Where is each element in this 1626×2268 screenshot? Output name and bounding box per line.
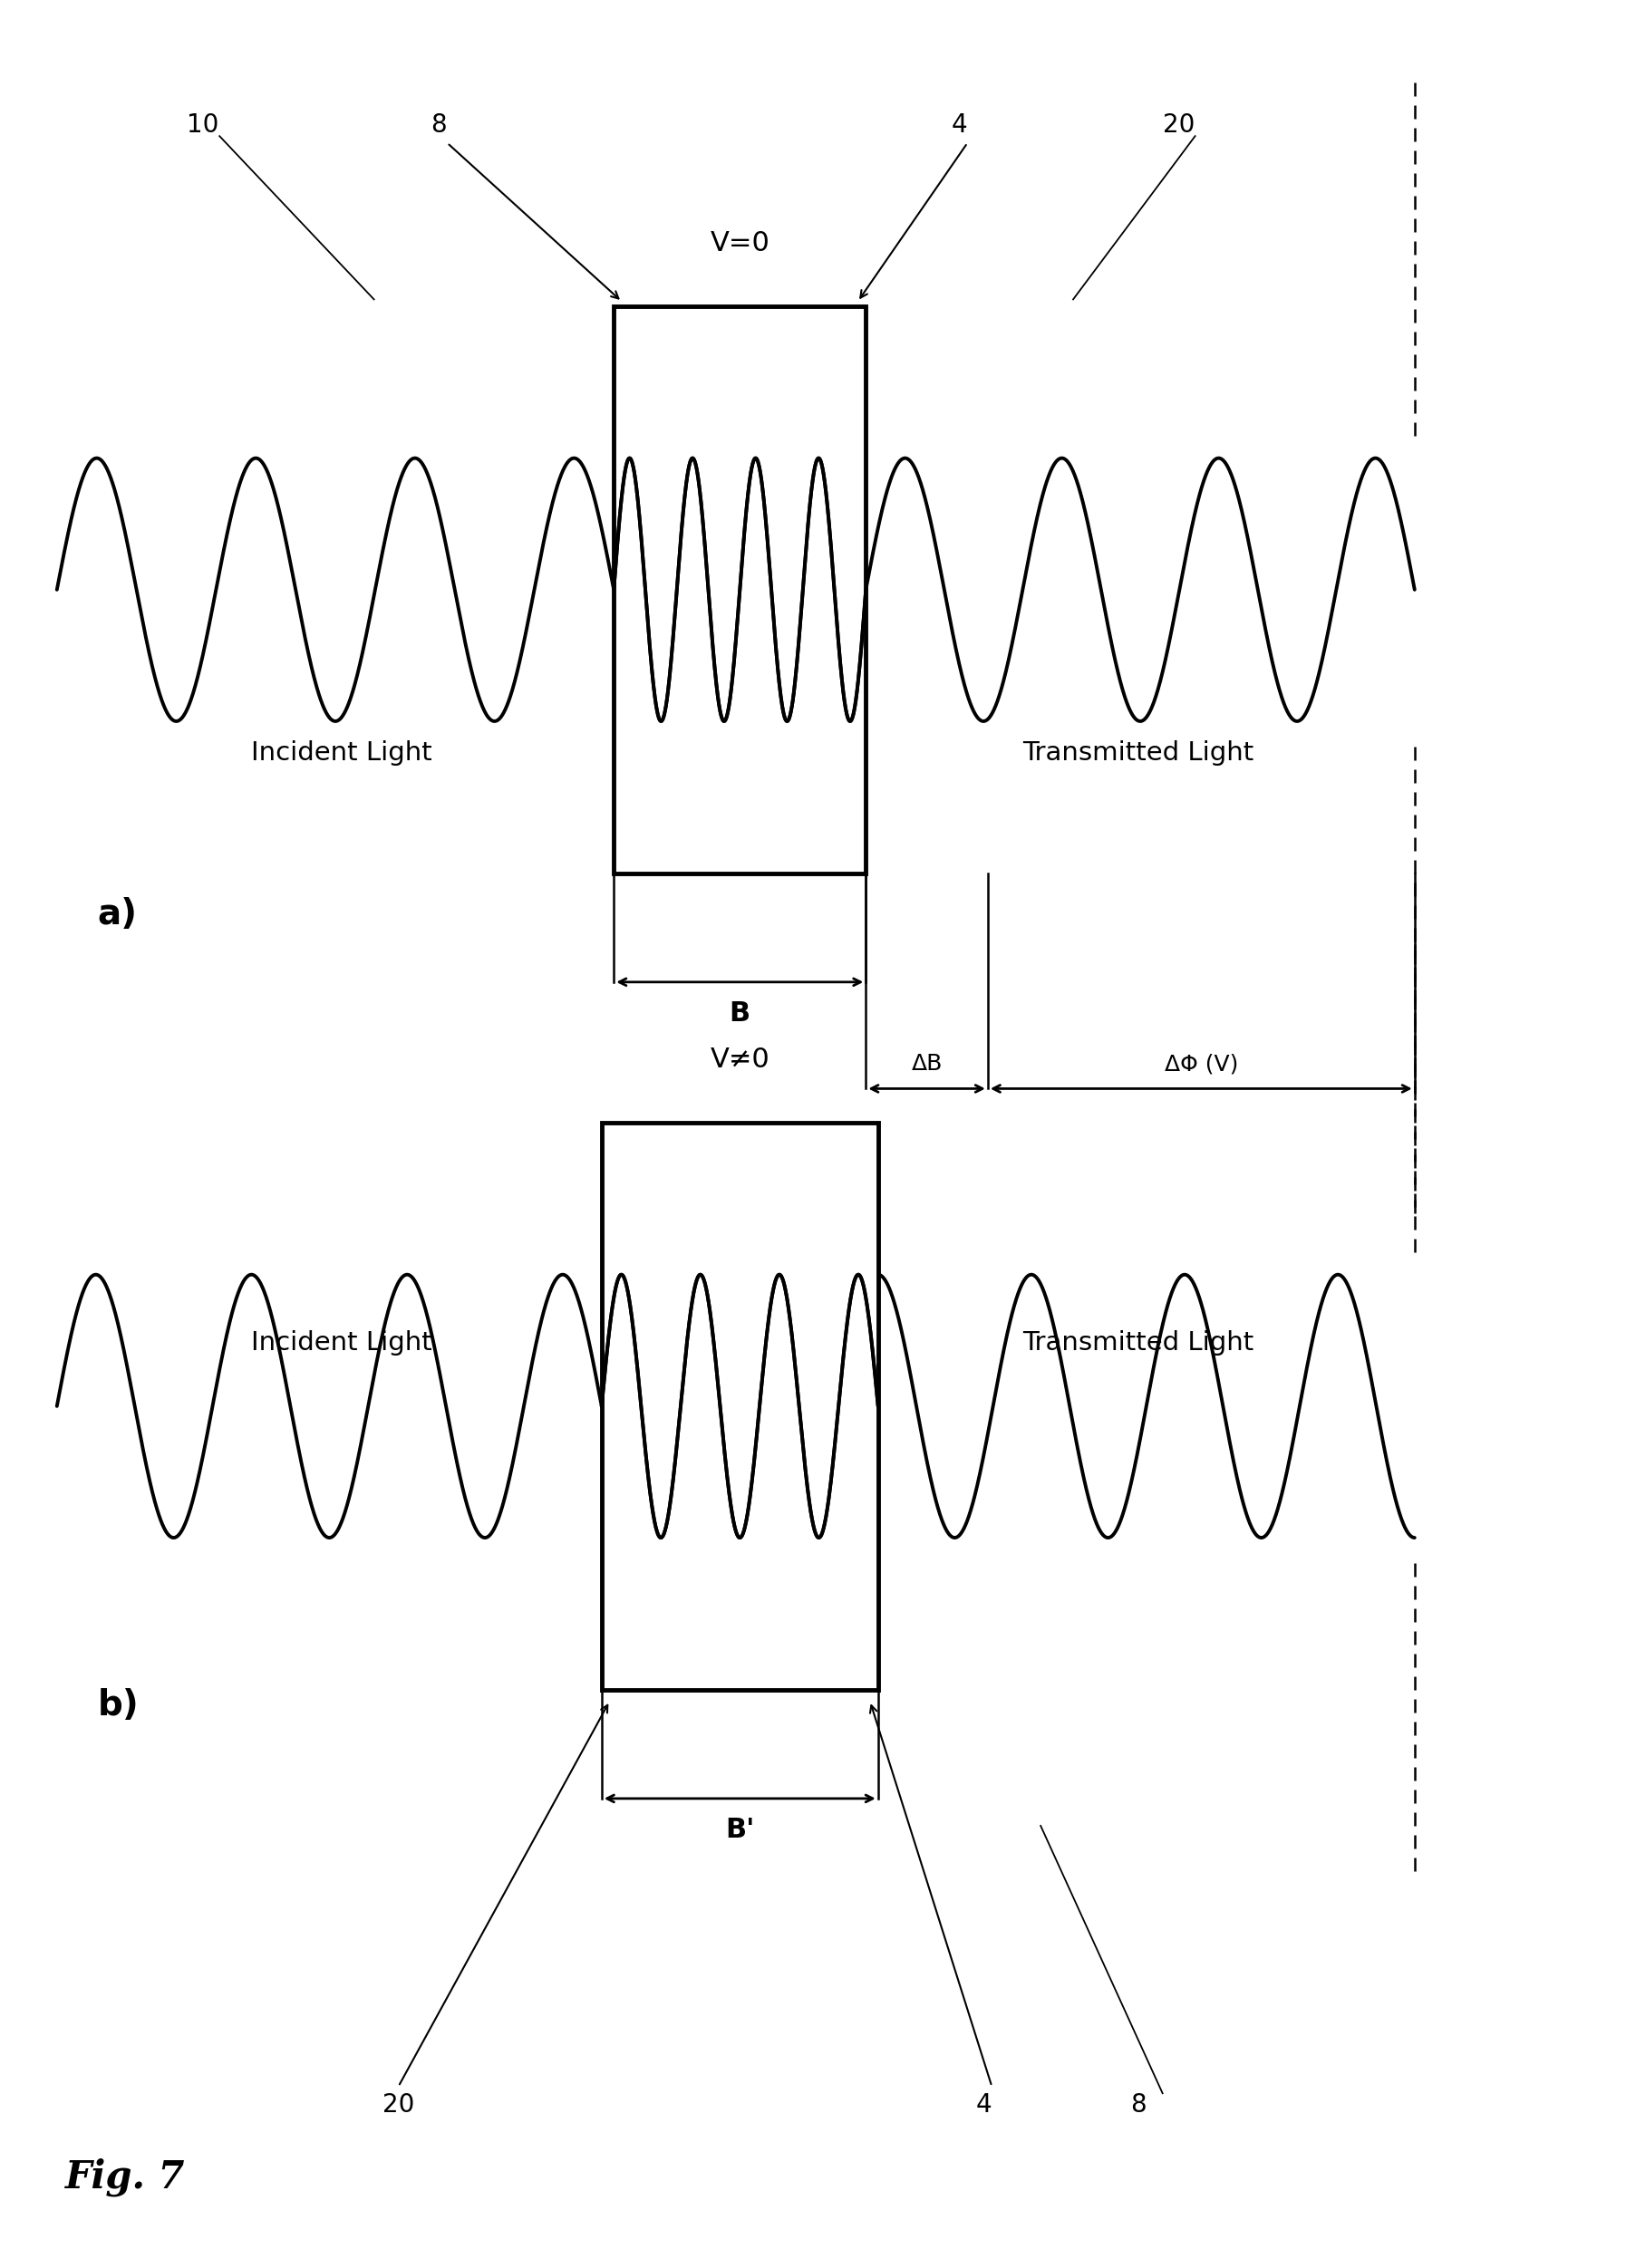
Text: Incident Light: Incident Light: [250, 1329, 433, 1356]
Text: V=0: V=0: [711, 229, 769, 256]
Text: Transmitted Light: Transmitted Light: [1023, 739, 1254, 767]
Text: 10: 10: [187, 111, 220, 138]
Text: 20: 20: [1163, 111, 1195, 138]
Bar: [602, 1123, 878, 1690]
Bar: [615, 306, 865, 873]
Text: 20: 20: [382, 2091, 415, 2118]
Text: 4: 4: [951, 111, 967, 138]
Text: 8: 8: [1130, 2091, 1146, 2118]
Text: a): a): [98, 896, 138, 932]
Text: V≠0: V≠0: [711, 1046, 769, 1073]
Text: ΔΦ (V): ΔΦ (V): [1164, 1052, 1237, 1075]
Text: Transmitted Light: Transmitted Light: [1023, 1329, 1254, 1356]
Text: B': B': [725, 1817, 754, 1844]
Bar: [615, 306, 865, 873]
Bar: [602, 1123, 878, 1690]
Text: 8: 8: [431, 111, 447, 138]
Text: 4: 4: [976, 2091, 992, 2118]
Text: b): b): [98, 1687, 140, 1724]
Text: ΔB: ΔB: [911, 1052, 943, 1075]
Text: B: B: [730, 1000, 750, 1027]
Text: Fig. 7: Fig. 7: [65, 2159, 185, 2195]
Text: Incident Light: Incident Light: [250, 739, 433, 767]
